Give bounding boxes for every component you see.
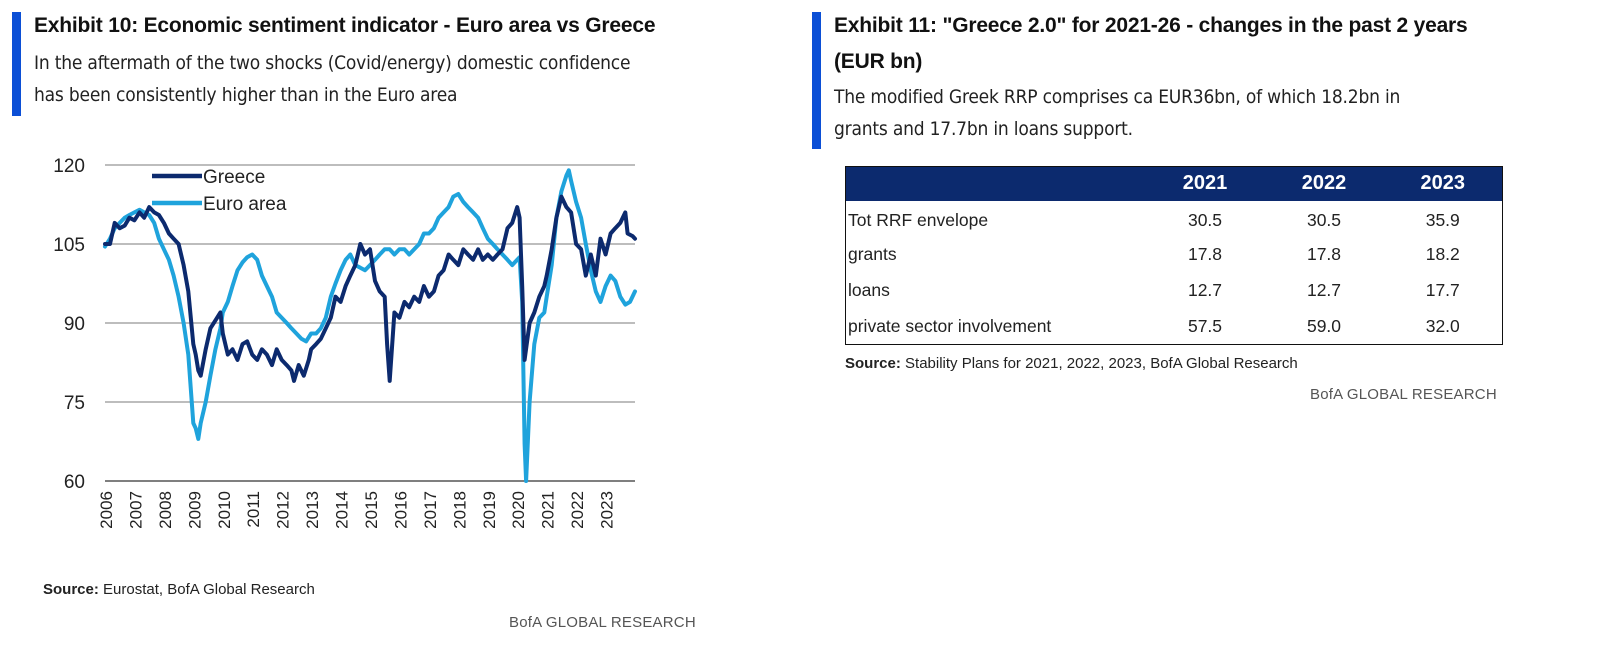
table-header-cell: 2022 (1264, 166, 1384, 201)
series-line-greece (103, 194, 637, 383)
x-tick-label: 2006 (97, 491, 116, 529)
x-tick-label: 2008 (156, 491, 175, 529)
x-tick-label: 2007 (126, 491, 145, 529)
exhibit11-source-text: Stability Plans for 2021, 2022, 2023, Bo… (900, 355, 1298, 372)
table-cell: 30.5 (1306, 210, 1342, 230)
x-tick-label: 2012 (274, 491, 293, 529)
exhibit10-source-text: Eurostat, BofA Global Research (98, 581, 315, 598)
table-cell: 18.2 (1425, 244, 1460, 264)
exhibit11-subtitle-line2: grants and 17.7bn in loans support. (834, 118, 1133, 140)
chart-legend: Greece Euro area (152, 167, 287, 215)
exhibit11-brand: BofA GLOBAL RESEARCH (1310, 386, 1497, 403)
x-tick-label: 2010 (215, 491, 234, 529)
legend-label: Greece (203, 167, 265, 188)
table-cell: 12.7 (1306, 280, 1342, 300)
exhibit10-subtitle-line1: In the aftermath of the two shocks (Covi… (34, 52, 631, 74)
legend-label: Euro area (203, 194, 287, 215)
x-tick-label: 2009 (185, 491, 204, 529)
exhibit11-title-line1: Exhibit 11: "Greece 2.0" for 2021-26 - c… (834, 14, 1468, 37)
table-cell: 12.7 (1187, 280, 1223, 300)
sentiment-line-chart: 60 75 90 105 120 2006 2007 2008 2009 2010 2011 201… (53, 156, 637, 529)
table-header-row: 2021 2022 2023 (845, 166, 1503, 201)
table-row: private sector involvement 57.5 59.0 32.… (846, 309, 1503, 345)
x-tick-label: 2013 (303, 491, 322, 529)
exhibit11-accent-bar (812, 12, 821, 149)
exhibit11-source-label: Source: (845, 355, 901, 372)
chart-series (103, 168, 637, 483)
exhibit10-title: Exhibit 10: Economic sentiment indicator… (34, 14, 656, 37)
table-cell: 17.8 (1306, 244, 1342, 264)
x-tick-label: 2019 (480, 491, 499, 529)
y-tick-label: 120 (53, 156, 85, 177)
x-tick-label: 2021 (539, 491, 558, 529)
table-header-cell: 2021 (1145, 166, 1265, 201)
table-header-cell: 2023 (1383, 166, 1503, 201)
table-row: loans 12.7 12.7 17.7 (846, 273, 1503, 309)
table-header-cell (845, 166, 1146, 201)
x-tick-label: 2018 (450, 491, 469, 529)
table-cell: 35.9 (1425, 210, 1460, 230)
x-tick-label: 2015 (362, 491, 381, 529)
chart-y-ticks: 60 75 90 105 120 (53, 156, 85, 493)
y-tick-label: 60 (64, 472, 85, 493)
exhibit11-subtitle-line1: The modified Greek RRP comprises ca EUR3… (834, 86, 1401, 108)
table-cell: 30.5 (1187, 210, 1223, 230)
exhibit11-source: Source: Stability Plans for 2021, 2022, … (845, 355, 1298, 372)
x-tick-label: 2017 (421, 491, 440, 529)
x-tick-label: 2014 (333, 491, 352, 529)
table-row-label: private sector involvement (848, 315, 1052, 336)
rrf-changes-table: 2021 2022 2023 Tot RRF envelope 30.5 30.… (845, 166, 1503, 345)
exhibit11-title-line2: (EUR bn) (834, 50, 923, 73)
x-tick-label: 2011 (244, 491, 263, 528)
x-tick-label: 2020 (509, 491, 528, 529)
table-row: Tot RRF envelope 30.5 30.5 35.9 (846, 201, 1503, 237)
series-line-euro-area (103, 168, 637, 483)
x-tick-label: 2016 (391, 491, 410, 529)
table-row-label: grants (848, 244, 897, 264)
table-cell: 59.0 (1306, 315, 1342, 336)
table-cell: 32.0 (1425, 315, 1460, 336)
table-row: grants 17.8 17.8 18.2 (846, 237, 1503, 273)
exhibit10-accent-bar (12, 12, 21, 116)
exhibit10-subtitle-line2: has been consistently higher than in the… (34, 84, 458, 106)
exhibit10-source-label: Source: (43, 581, 99, 598)
table-row-label: loans (848, 280, 890, 300)
y-tick-label: 90 (64, 314, 85, 335)
x-tick-label: 2022 (568, 491, 587, 529)
exhibit10-brand: BofA GLOBAL RESEARCH (509, 614, 696, 631)
x-tick-label: 2023 (598, 491, 617, 529)
exhibit10-source: Source: Eurostat, BofA Global Research (43, 581, 315, 598)
y-tick-label: 75 (64, 393, 85, 414)
y-tick-label: 105 (53, 235, 85, 256)
table-cell: 17.7 (1425, 280, 1460, 300)
chart-x-ticks: 2006 2007 2008 2009 2010 2011 2012 2013 2014 2015… (97, 491, 617, 529)
table-row-label: Tot RRF envelope (848, 210, 989, 230)
table-cell: 17.8 (1187, 244, 1223, 264)
table-cell: 57.5 (1187, 315, 1223, 336)
